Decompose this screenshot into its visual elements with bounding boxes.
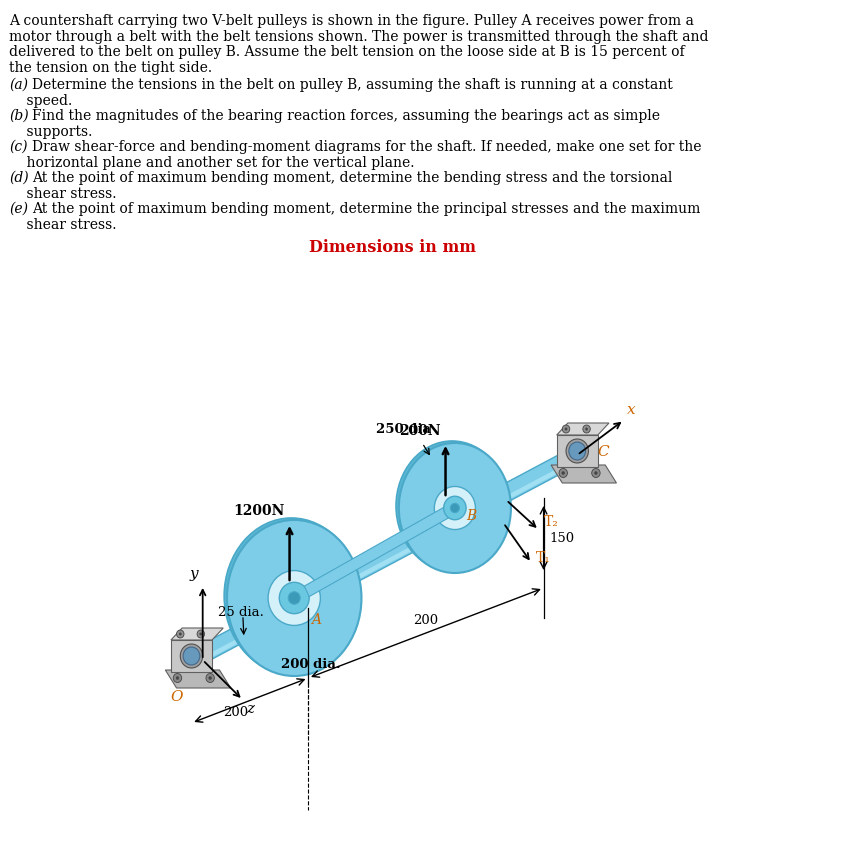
Text: shear stress.: shear stress. xyxy=(9,186,117,200)
Text: 1200N: 1200N xyxy=(234,504,285,518)
Text: 200N: 200N xyxy=(399,424,441,438)
Circle shape xyxy=(569,442,585,460)
Ellipse shape xyxy=(399,443,511,573)
Text: B: B xyxy=(466,509,476,523)
Text: motor through a belt with the belt tensions shown. The power is transmitted thro: motor through a belt with the belt tensi… xyxy=(9,29,709,44)
Text: z: z xyxy=(246,702,255,716)
Text: O: O xyxy=(170,690,182,704)
Polygon shape xyxy=(193,457,580,667)
Text: 25 dia.: 25 dia. xyxy=(218,605,263,619)
Polygon shape xyxy=(551,465,616,483)
Text: T₁: T₁ xyxy=(536,551,551,565)
Text: (e): (e) xyxy=(9,202,29,216)
Text: 200: 200 xyxy=(223,706,248,718)
Text: T₂: T₂ xyxy=(543,515,558,529)
Text: x: x xyxy=(627,403,635,417)
Circle shape xyxy=(585,428,588,430)
Ellipse shape xyxy=(279,583,309,614)
Text: speed.: speed. xyxy=(9,93,72,108)
Text: (b): (b) xyxy=(9,109,29,123)
Circle shape xyxy=(177,630,184,638)
Ellipse shape xyxy=(444,496,466,520)
Circle shape xyxy=(183,647,200,665)
Circle shape xyxy=(179,633,182,635)
Text: 150: 150 xyxy=(549,531,574,545)
Ellipse shape xyxy=(396,441,508,571)
Text: 250 dia: 250 dia xyxy=(376,423,431,436)
Ellipse shape xyxy=(434,487,475,530)
Circle shape xyxy=(176,676,179,679)
Circle shape xyxy=(595,472,597,475)
Text: (c): (c) xyxy=(9,140,28,154)
Text: Find the magnitudes of the bearing reaction forces, assuming the bearings act as: Find the magnitudes of the bearing react… xyxy=(32,109,659,123)
Text: At the point of maximum bending moment, determine the bending stress and the tor: At the point of maximum bending moment, … xyxy=(32,171,672,185)
Text: At the point of maximum bending moment, determine the principal stresses and the: At the point of maximum bending moment, … xyxy=(32,202,700,216)
Ellipse shape xyxy=(268,571,320,626)
Circle shape xyxy=(180,644,203,668)
Circle shape xyxy=(197,630,204,638)
Ellipse shape xyxy=(227,520,362,676)
Text: (a): (a) xyxy=(9,78,29,92)
Text: Draw shear-force and bending-moment diagrams for the shaft. If needed, make one : Draw shear-force and bending-moment diag… xyxy=(32,140,701,154)
Text: delivered to the belt on pulley B. Assume the belt tension on the loose side at : delivered to the belt on pulley B. Assum… xyxy=(9,45,685,59)
Polygon shape xyxy=(557,423,609,435)
Circle shape xyxy=(559,468,568,477)
Circle shape xyxy=(565,428,567,430)
Circle shape xyxy=(562,472,564,475)
Circle shape xyxy=(592,468,600,477)
Circle shape xyxy=(206,674,214,683)
Circle shape xyxy=(563,425,569,433)
Ellipse shape xyxy=(225,518,358,674)
Polygon shape xyxy=(171,628,223,640)
Polygon shape xyxy=(557,435,598,467)
Text: y: y xyxy=(189,567,198,581)
Ellipse shape xyxy=(451,504,459,513)
Polygon shape xyxy=(171,640,212,672)
Text: (d): (d) xyxy=(9,171,29,185)
Polygon shape xyxy=(188,447,581,668)
Text: Dimensions in mm: Dimensions in mm xyxy=(309,239,476,256)
Text: shear stress.: shear stress. xyxy=(9,217,117,232)
Polygon shape xyxy=(166,670,230,688)
Circle shape xyxy=(583,425,590,433)
Text: Determine the tensions in the belt on pulley B, assuming the shaft is running at: Determine the tensions in the belt on pu… xyxy=(32,78,673,92)
Text: supports.: supports. xyxy=(9,125,93,138)
Circle shape xyxy=(199,633,202,635)
Text: 200 dia.: 200 dia. xyxy=(281,658,341,671)
Circle shape xyxy=(173,674,182,683)
Text: horizontal plane and another set for the vertical plane.: horizontal plane and another set for the… xyxy=(9,156,415,169)
Text: 200: 200 xyxy=(414,614,438,627)
Ellipse shape xyxy=(288,592,300,605)
Text: A: A xyxy=(311,613,321,627)
Polygon shape xyxy=(304,507,449,597)
Circle shape xyxy=(566,439,589,463)
Text: the tension on the tight side.: the tension on the tight side. xyxy=(9,61,213,74)
Text: A countershaft carrying two V-belt pulleys is shown in the figure. Pulley A rece: A countershaft carrying two V-belt pulle… xyxy=(9,14,694,28)
Text: C: C xyxy=(598,445,610,459)
Circle shape xyxy=(209,676,212,679)
